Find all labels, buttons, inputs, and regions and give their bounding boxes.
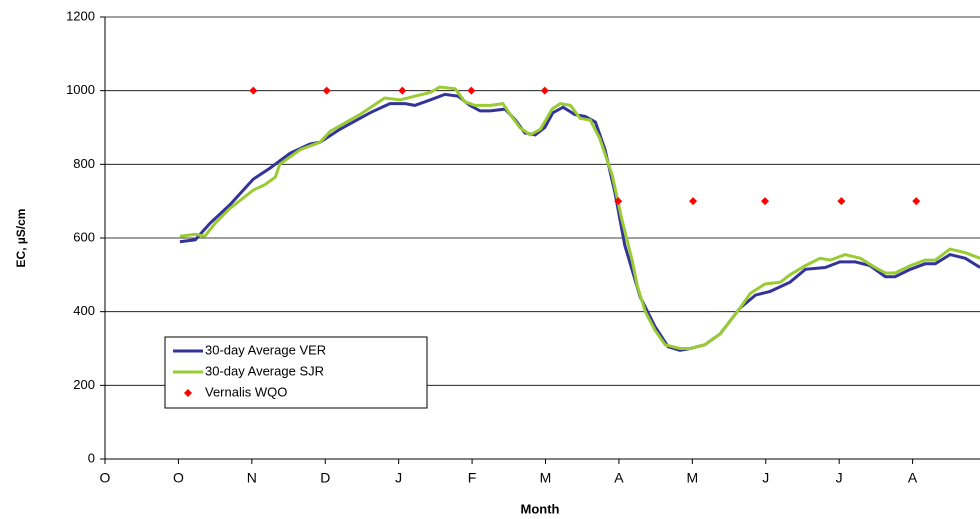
x-tick-label: M (540, 470, 552, 486)
x-tick-label: D (320, 470, 330, 486)
series-line (179, 85, 980, 350)
x-tick-label: O (173, 470, 184, 486)
y-tick-label: 400 (73, 303, 95, 318)
marker (837, 197, 846, 206)
legend-label: 30-day Average SJR (205, 363, 324, 378)
x-tick-label: J (762, 470, 769, 486)
legend-label: 30-day Average VER (205, 342, 326, 357)
marker (614, 197, 623, 206)
marker (467, 86, 476, 95)
marker (540, 86, 549, 95)
x-tick-label: A (614, 470, 624, 486)
series-line (179, 92, 980, 352)
x-tick-label: A (908, 470, 918, 486)
x-tick-label: J (395, 470, 402, 486)
x-tick-label: O (100, 470, 111, 486)
y-tick-label: 200 (73, 377, 95, 392)
x-tick-label: M (686, 470, 698, 486)
y-tick-label: 1000 (66, 82, 95, 97)
y-tick-label: 600 (73, 229, 95, 244)
x-tick-label: J (836, 470, 843, 486)
marker (322, 86, 331, 95)
x-tick-label: F (468, 470, 477, 486)
legend-box (164, 336, 428, 409)
marker (912, 197, 921, 206)
y-tick-label: 0 (88, 450, 95, 465)
legend-swatch (184, 389, 192, 397)
y-tick-label: 800 (73, 156, 95, 171)
y-axis-title: EC, µS/cm (14, 209, 28, 268)
x-tick-label: N (247, 470, 257, 486)
marker (689, 197, 698, 206)
marker (249, 86, 258, 95)
x-axis-title: Month (521, 501, 560, 516)
marker (398, 86, 407, 95)
legend: 30-day Average VER 30-day Average SJR Vern… (164, 336, 428, 409)
marker (761, 197, 770, 206)
y-tick-label: 1200 (66, 8, 95, 23)
legend-label: Vernalis WQO (205, 384, 287, 399)
